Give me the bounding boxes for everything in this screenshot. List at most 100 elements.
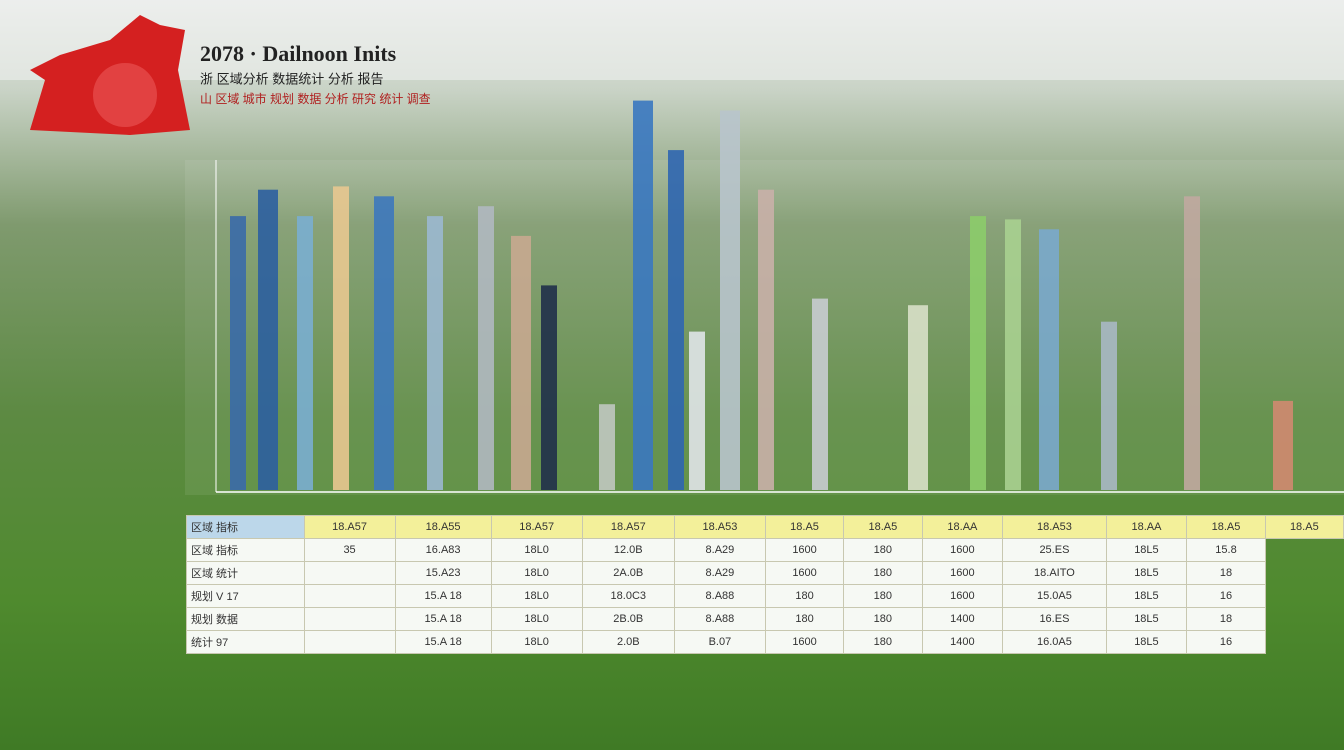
title: 2078 · Dailnoon Inits (200, 41, 397, 66)
table-cell: 1600 (764, 630, 845, 654)
note: 山 区域 城市 规划 数据 分析 研究 统计 调查 (200, 91, 431, 106)
table-cell: 15.0A5 (1002, 584, 1107, 608)
table-cell: 1600 (764, 561, 845, 585)
table-cell: 18 (1186, 561, 1266, 585)
bar (720, 110, 740, 490)
table-cell: 18L0 (490, 630, 583, 654)
table-cell: 18.A55 (394, 515, 492, 539)
bar (1005, 219, 1021, 490)
bar (1184, 196, 1200, 491)
bar (511, 235, 531, 490)
table-row: 规划 V 17 15.A 18 18L0 18.0C3 8.A88 180 180 1600 1… (186, 584, 1344, 608)
table-cell: 16 (1186, 630, 1266, 654)
table-row: 区域 指标 35 16.A83 18L0 12.0B 8.A29 1600 180 1600 25… (186, 538, 1344, 562)
table-cell: 1600 (921, 584, 1004, 608)
table-cell: 8.A29 (673, 538, 766, 562)
bar (258, 189, 278, 490)
bar (908, 305, 928, 490)
bar (758, 189, 774, 490)
table-cell: 18L0 (490, 561, 583, 585)
table-cell: 16.0A5 (1002, 630, 1107, 654)
table-cell: 8.A88 (673, 584, 766, 608)
table-cell: 1400 (921, 607, 1004, 631)
table-cell: 15.8 (1186, 538, 1266, 562)
table-cell: 180 (843, 607, 923, 631)
bar (599, 404, 615, 490)
table-cell: 18.AA (921, 515, 1004, 539)
table-cell: 18L5 (1105, 584, 1188, 608)
table-cell: 8.A29 (673, 561, 766, 585)
bar (541, 285, 557, 490)
table-cell: 2A.0B (581, 561, 675, 585)
table-row: 区域 统计 15.A23 18L0 2A.0B 8.A29 1600 180 1600 18.A… (186, 561, 1344, 585)
table-cell: 180 (764, 584, 845, 608)
table-row: 区域 指标 18.A57 18.A55 18.A57 18.A57 18.A53 18.A5… (186, 515, 1344, 539)
table-cell: 16 (1186, 584, 1266, 608)
table-cell: 区域 统计 (186, 561, 305, 585)
table-cell: 区域 指标 (186, 538, 305, 562)
table-cell: 2.0B (581, 630, 675, 654)
bar (427, 216, 443, 490)
table-row: 统计 97 15.A 18 18L0 2.0B B.07 1600 180 1400 16.0A… (186, 630, 1344, 654)
table-cell: 区域 指标 (186, 515, 305, 539)
table-cell: 18L5 (1105, 607, 1188, 631)
bar (970, 216, 986, 490)
table-cell: 1400 (921, 630, 1004, 654)
table-cell: 统计 97 (186, 630, 305, 654)
table-cell: 18.A5 (1186, 515, 1266, 539)
bar (374, 196, 394, 491)
table-cell: 1600 (764, 538, 845, 562)
bar (689, 331, 705, 490)
table-cell: 18.A57 (490, 515, 583, 539)
table-cell (303, 584, 396, 608)
table-cell: 180 (843, 630, 923, 654)
table-cell: 规划 V 17 (186, 584, 305, 608)
table-cell: 180 (843, 561, 923, 585)
bar (633, 100, 653, 490)
data-table: 区域 指标 18.A57 18.A55 18.A57 18.A57 18.A53 18.A5… (186, 515, 1344, 654)
table-row: 规划 数据 15.A 18 18L0 2B.0B 8.A88 180 180 1400 16.E… (186, 607, 1344, 631)
table-cell: 18.AITO (1002, 561, 1107, 585)
table-cell: 35 (303, 538, 396, 562)
table-cell: 18.0C3 (581, 584, 675, 608)
table-cell: 180 (843, 584, 923, 608)
table-cell: 1600 (921, 538, 1004, 562)
bar (668, 150, 684, 490)
bar (478, 206, 494, 490)
table-cell: 12.0B (581, 538, 675, 562)
table-cell: 18.AA (1105, 515, 1188, 539)
table-cell: 18L0 (490, 538, 583, 562)
table-cell: 16.A83 (394, 538, 492, 562)
table-cell: B.07 (673, 630, 766, 654)
table-cell: 25.ES (1002, 538, 1107, 562)
table-cell: 15.A 18 (394, 630, 492, 654)
bar (1039, 229, 1059, 491)
table-cell: 18.A5 (843, 515, 923, 539)
bar (297, 216, 313, 490)
table-cell: 18.A5 (1264, 515, 1344, 539)
table-cell: 15.A23 (394, 561, 492, 585)
table-cell: 180 (764, 607, 845, 631)
table-cell: 8.A88 (673, 607, 766, 631)
table-cell: 18.A53 (1002, 515, 1107, 539)
table-cell (303, 607, 396, 631)
table-cell: 1600 (921, 561, 1004, 585)
table-cell: 18.A57 (303, 515, 396, 539)
table-cell: 18L0 (490, 607, 583, 631)
table-cell: 15.A 18 (394, 607, 492, 631)
bar (812, 298, 828, 490)
table-cell: 规划 数据 (186, 607, 305, 631)
table-cell: 15.A 18 (394, 584, 492, 608)
table-cell: 18L5 (1105, 630, 1188, 654)
table-cell: 180 (843, 538, 923, 562)
table-cell: 2B.0B (581, 607, 675, 631)
table-cell: 18L0 (490, 584, 583, 608)
table-cell: 18L5 (1105, 561, 1188, 585)
sky (0, 0, 1344, 80)
table-cell (303, 561, 396, 585)
table-cell: 18.A57 (581, 515, 675, 539)
bar (230, 216, 246, 490)
table-cell: 18L5 (1105, 538, 1188, 562)
